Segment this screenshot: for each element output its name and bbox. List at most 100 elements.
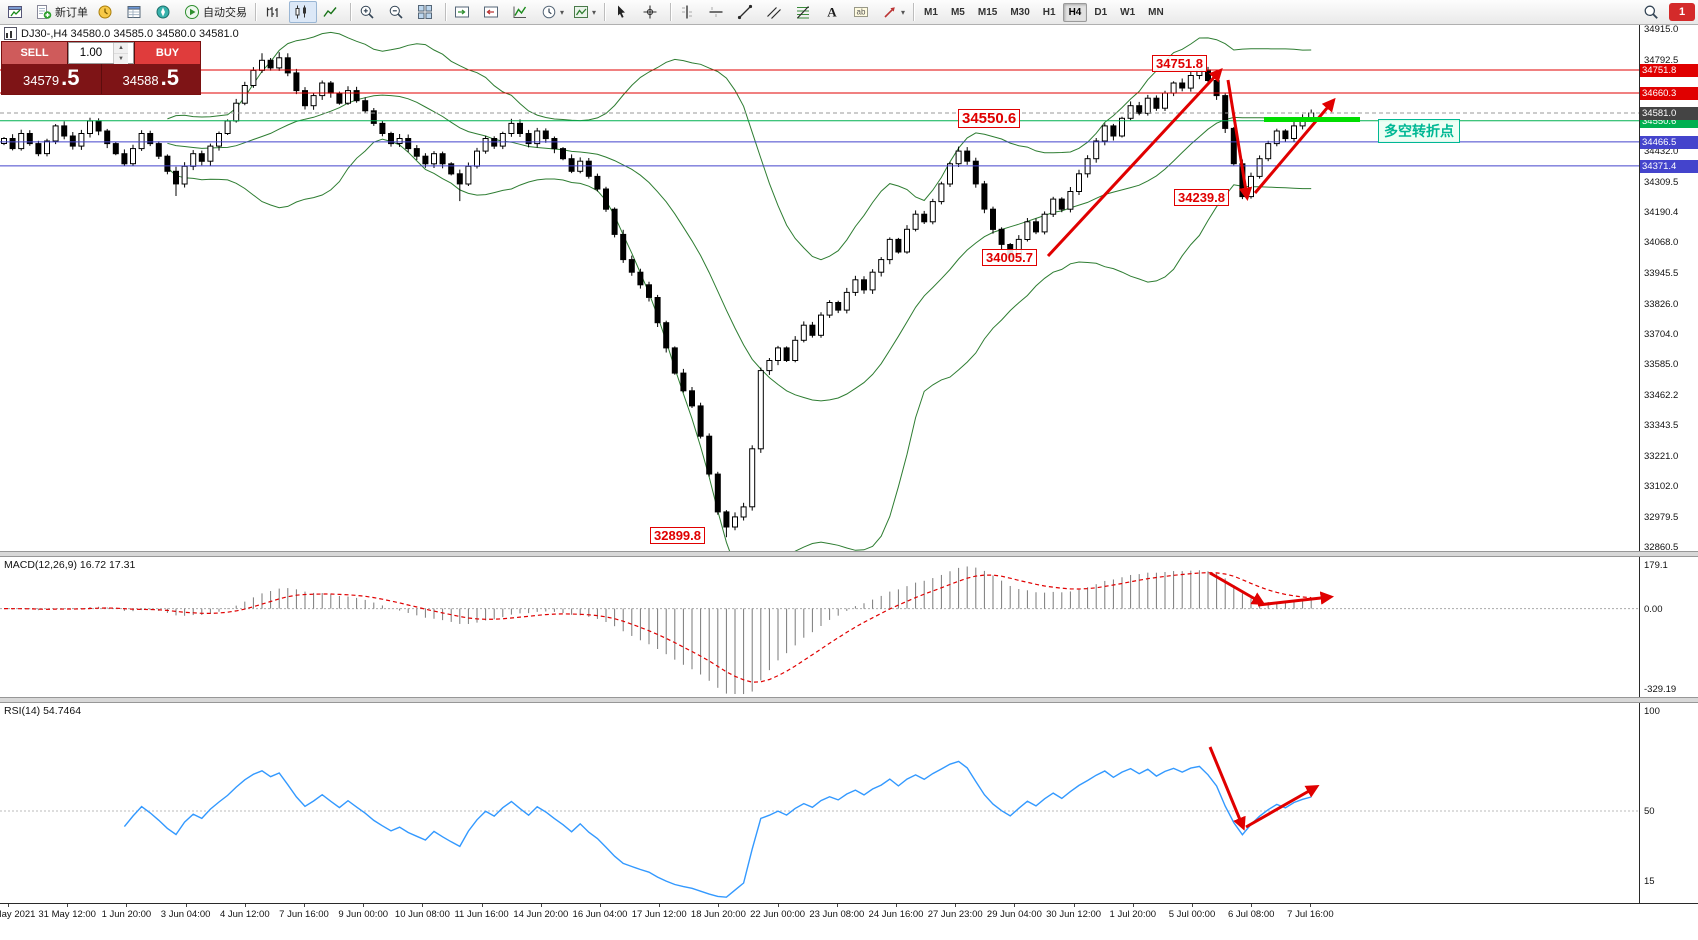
data-window-button[interactable] (122, 1, 150, 23)
horizontal-line-button[interactable] (704, 1, 732, 23)
fibo-icon (795, 4, 811, 20)
timeframe-m15-button[interactable]: M15 (977, 6, 998, 18)
timeframe-m1-button[interactable]: M1 (924, 6, 938, 18)
indicators-button[interactable] (508, 1, 536, 23)
caret-down-icon: ▾ (901, 7, 906, 17)
price-level-badge[interactable]: 34466.5 (1640, 135, 1698, 149)
time-label: 23 Jun 08:00 (809, 909, 865, 920)
buy-price[interactable]: 34588.5 (100, 64, 200, 94)
price-tick: 32860.5 (1644, 542, 1679, 551)
price-level-badge[interactable]: 34751.8 (1640, 63, 1698, 77)
macd-chart-canvas[interactable] (0, 557, 1640, 697)
auto-scroll-button[interactable] (450, 1, 478, 23)
equidistant-channel-button[interactable] (762, 1, 790, 23)
timeframe-h4-button[interactable]: H4 (1062, 2, 1088, 22)
time-label: 5 Jul 00:00 (1168, 909, 1216, 920)
panel-separator[interactable] (0, 551, 1698, 557)
new-order-icon (36, 4, 52, 20)
timeframe-h1-button[interactable]: H1 (1042, 6, 1056, 18)
new-order-label: 新订单 (55, 7, 88, 19)
tile-windows-button[interactable] (413, 1, 441, 23)
new-chart-button[interactable] (3, 1, 31, 23)
time-tick (955, 904, 957, 907)
svg-text:A: A (827, 5, 837, 20)
chart-shift-button[interactable] (479, 1, 507, 23)
time-tick (67, 904, 69, 907)
new-order-button[interactable]: 新订单 (32, 1, 92, 23)
candlestick-chart-button[interactable] (289, 1, 317, 23)
bar-chart-button[interactable] (260, 1, 288, 23)
navigator-button[interactable] (151, 1, 179, 23)
price-level-badge[interactable]: 34660.3 (1640, 87, 1698, 101)
play-icon (184, 4, 200, 20)
timeframe-mn-button[interactable]: MN (1148, 6, 1164, 18)
timeframe-m30-button[interactable]: M30 (1010, 6, 1030, 18)
price-annotation-box[interactable]: 34550.6 (958, 109, 1021, 128)
time-label: 16 Jun 04:00 (572, 909, 628, 920)
chart-icon (4, 27, 17, 40)
time-label: 18 Jun 20:00 (690, 909, 746, 920)
price-tick: 33704.0 (1644, 329, 1679, 341)
cursor-button[interactable] (609, 1, 637, 23)
zoom-out-button[interactable] (384, 1, 412, 23)
candlestick-chart-canvas[interactable] (0, 25, 1640, 551)
timeframe-d1-button[interactable]: D1 (1094, 6, 1108, 18)
panel-separator[interactable] (0, 697, 1698, 703)
price-annotation-box[interactable]: 34239.8 (1174, 189, 1229, 206)
time-label: 6 Jul 08:00 (1227, 909, 1275, 920)
trendline-button[interactable] (733, 1, 761, 23)
text-label-button[interactable]: ab (849, 1, 877, 23)
price-annotation-box[interactable]: 34751.8 (1152, 55, 1207, 72)
volume-field: ▲ ▼ (68, 42, 134, 65)
symbol-ohlc-text: DJ30-,H4 34580.0 34585.0 34580.0 34581.0 (21, 27, 239, 40)
price-tick: 34190.4 (1644, 206, 1679, 218)
arrows-button[interactable]: ▾ (878, 1, 909, 23)
periods-button[interactable]: ▾ (537, 1, 568, 23)
time-tick (659, 904, 661, 907)
buy-button[interactable]: BUY (134, 42, 200, 64)
price-axis[interactable]: 34915.0 34792.5 34432.0 34309.5 34190.4 34068… (1639, 25, 1698, 551)
rsi-chart-canvas[interactable] (0, 703, 1640, 903)
time-label: 4 Jun 12:00 (219, 909, 270, 920)
time-label: 11 Jun 16:00 (454, 909, 509, 920)
price-level-badge[interactable]: 34371.4 (1640, 159, 1698, 173)
bottom-filler (0, 926, 1698, 940)
alerts-button[interactable]: 1 (1669, 3, 1695, 21)
autotrading-label: 自动交易 (203, 7, 247, 19)
sell-price-pips: .5 (61, 65, 80, 90)
text-button[interactable]: A (820, 1, 848, 23)
buy-price-main: 34588 (122, 73, 159, 88)
volume-up-button[interactable]: ▲ (114, 43, 128, 54)
line-chart-button[interactable] (318, 1, 346, 23)
text-icon: A (824, 4, 840, 20)
fibonacci-button[interactable] (791, 1, 819, 23)
price-tick: 34068.0 (1644, 237, 1679, 249)
macd-axis[interactable]: 179.1 0.00 -329.19 (1639, 557, 1698, 697)
symbol-ohlc-header: DJ30-,H4 34580.0 34585.0 34580.0 34581.0 (4, 27, 239, 40)
timeframe-w1-button[interactable]: W1 (1120, 6, 1136, 18)
sell-price[interactable]: 34579.5 (2, 64, 101, 94)
timeframe-m5-button[interactable]: M5 (950, 6, 965, 18)
macd-panel[interactable]: 179.1 0.00 -329.19 MACD(12,26,9) 16.72 17.… (0, 557, 1698, 697)
price-annotation-box[interactable]: 34005.7 (982, 249, 1037, 266)
price-annotation-box[interactable]: 32899.8 (650, 527, 705, 544)
vertical-line-button[interactable] (675, 1, 703, 23)
zoom-in-button[interactable] (355, 1, 383, 23)
highlight-line[interactable] (1264, 117, 1360, 122)
indicators-icon (512, 4, 528, 20)
templates-button[interactable]: ▾ (569, 1, 600, 23)
market-watch-button[interactable] (93, 1, 121, 23)
pivot-note[interactable]: 多空转折点 (1378, 119, 1460, 143)
rsi-axis[interactable]: 100 50 15 (1639, 703, 1698, 903)
sell-button[interactable]: SELL (2, 42, 68, 64)
autotrading-button[interactable]: 自动交易 (180, 1, 251, 23)
volume-input[interactable] (69, 43, 113, 63)
rsi-panel[interactable]: 100 50 15 RSI(14) 54.7464 (0, 703, 1698, 903)
time-label: 28 May 2021 (0, 909, 36, 920)
search-button[interactable] (1639, 1, 1667, 23)
main-chart-panel[interactable]: 34915.0 34792.5 34432.0 34309.5 34190.4 34068… (0, 25, 1698, 551)
crosshair-button[interactable] (638, 1, 666, 23)
time-tick (1251, 904, 1253, 907)
